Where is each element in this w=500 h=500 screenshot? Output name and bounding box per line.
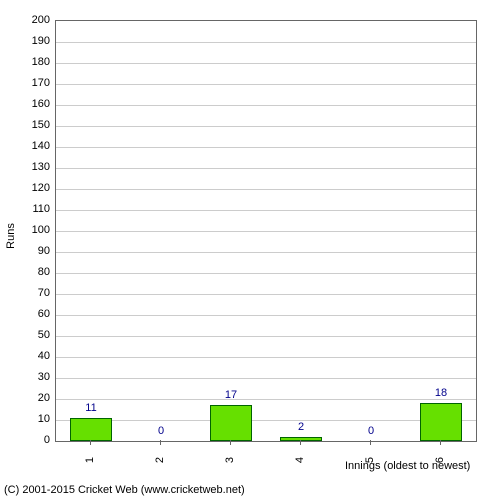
y-tick-label: 40 — [20, 350, 50, 362]
gridline — [56, 420, 476, 421]
bar — [210, 405, 252, 441]
x-tick-label: 1 — [84, 450, 96, 470]
bar — [280, 437, 322, 441]
y-tick-label: 10 — [20, 413, 50, 425]
gridline — [56, 294, 476, 295]
bar-value-label: 17 — [211, 389, 251, 401]
bar — [70, 418, 112, 441]
x-tick-mark — [440, 440, 441, 445]
bar-value-label: 11 — [71, 402, 111, 414]
y-tick-label: 100 — [20, 224, 50, 236]
y-tick-label: 160 — [20, 98, 50, 110]
gridline — [56, 147, 476, 148]
x-tick-mark — [160, 440, 161, 445]
y-tick-label: 200 — [20, 14, 50, 26]
x-tick-mark — [370, 440, 371, 445]
gridline — [56, 399, 476, 400]
gridline — [56, 42, 476, 43]
x-tick-mark — [90, 440, 91, 445]
gridline — [56, 273, 476, 274]
x-tick-mark — [300, 440, 301, 445]
y-tick-label: 30 — [20, 371, 50, 383]
bar-value-label: 0 — [351, 425, 391, 437]
copyright-text: (C) 2001-2015 Cricket Web (www.cricketwe… — [4, 484, 245, 496]
x-axis-label: Innings (oldest to newest) — [345, 460, 470, 472]
gridline — [56, 336, 476, 337]
chart-container: 110172018 010203040506070809010011012013… — [0, 0, 500, 500]
y-tick-label: 190 — [20, 35, 50, 47]
y-tick-label: 150 — [20, 119, 50, 131]
gridline — [56, 210, 476, 211]
bar-value-label: 2 — [281, 421, 321, 433]
y-tick-label: 180 — [20, 56, 50, 68]
gridline — [56, 84, 476, 85]
bar — [420, 403, 462, 441]
y-tick-label: 20 — [20, 392, 50, 404]
y-tick-label: 60 — [20, 308, 50, 320]
y-tick-label: 120 — [20, 182, 50, 194]
y-tick-label: 130 — [20, 161, 50, 173]
x-tick-label: 2 — [154, 450, 166, 470]
gridline — [56, 126, 476, 127]
y-axis-label: Runs — [5, 223, 17, 249]
gridline — [56, 252, 476, 253]
plot-area: 11 0 17 2 0 18 — [55, 20, 477, 442]
y-tick-label: 80 — [20, 266, 50, 278]
gridline — [56, 231, 476, 232]
bar-value-label: 18 — [421, 387, 461, 399]
y-tick-label: 170 — [20, 77, 50, 89]
y-tick-label: 50 — [20, 329, 50, 341]
gridline — [56, 189, 476, 190]
y-tick-label: 140 — [20, 140, 50, 152]
y-tick-label: 90 — [20, 245, 50, 257]
x-tick-label: 4 — [294, 450, 306, 470]
y-tick-label: 0 — [20, 434, 50, 446]
bar-value-label: 0 — [141, 425, 181, 437]
y-tick-label: 110 — [20, 203, 50, 215]
gridline — [56, 357, 476, 358]
gridline — [56, 168, 476, 169]
x-tick-label: 3 — [224, 450, 236, 470]
gridline — [56, 378, 476, 379]
gridline — [56, 63, 476, 64]
y-tick-label: 70 — [20, 287, 50, 299]
gridline — [56, 315, 476, 316]
gridline — [56, 105, 476, 106]
x-tick-mark — [230, 440, 231, 445]
